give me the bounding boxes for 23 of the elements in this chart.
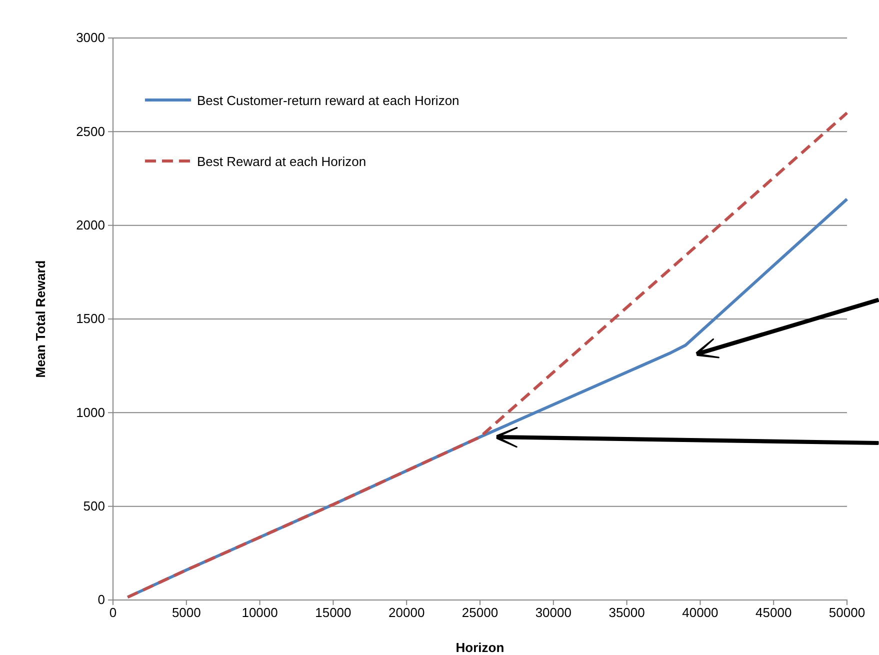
- legend-label: Best Reward at each Horizon: [197, 154, 366, 169]
- x-tick-label: 20000: [388, 605, 425, 620]
- y-tick-label: 1500: [76, 311, 105, 326]
- x-tick-label: 50000: [828, 605, 866, 620]
- x-tick-label: 0: [109, 605, 117, 620]
- x-tick-label: 45000: [756, 605, 792, 620]
- y-tick-label: 2500: [76, 124, 105, 139]
- x-axis-title: Horizon: [456, 640, 504, 655]
- y-tick-label: 1000: [76, 404, 105, 420]
- y-axis-title: Mean Total Reward: [33, 260, 48, 378]
- y-tick-label: 3000: [76, 30, 105, 46]
- x-tick-label: 40000: [682, 605, 718, 620]
- x-tick-label: 35000: [608, 605, 645, 620]
- x-tick-label: 30000: [535, 605, 572, 620]
- x-tick-label: 10000: [242, 605, 278, 620]
- legend-label: Best Customer-return reward at each Horizon: [197, 93, 460, 108]
- x-tick-label: 5000: [172, 605, 201, 620]
- y-tick-label: 2000: [76, 217, 105, 232]
- x-tick-label: 15000: [315, 605, 352, 620]
- line-series: [126, 111, 848, 599]
- y-tick-label: 0: [98, 592, 105, 608]
- x-tick-label: 25000: [462, 605, 498, 620]
- y-tick-label: 500: [83, 498, 105, 514]
